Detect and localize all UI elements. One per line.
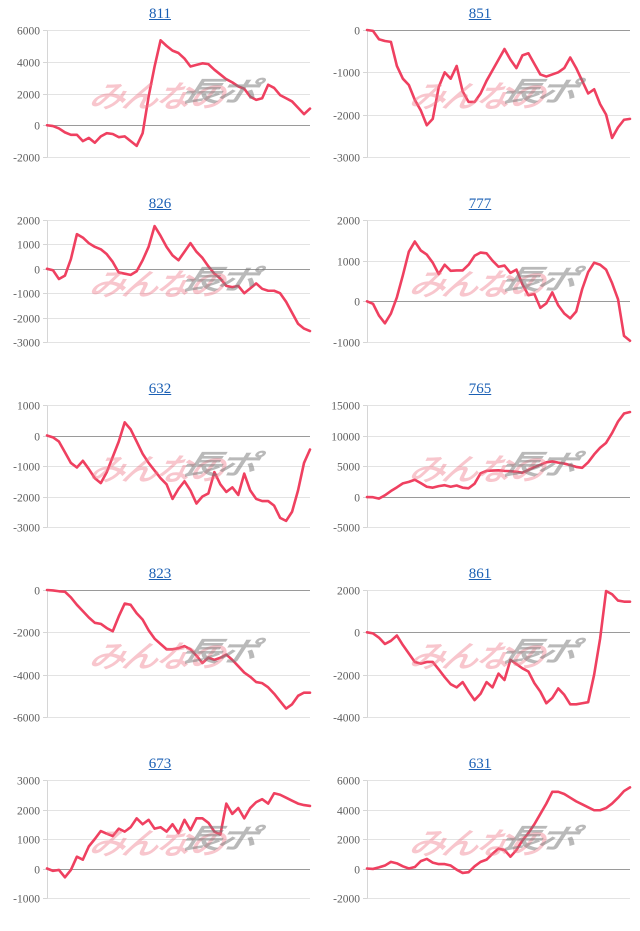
chart-cell-823: 823 -6000 -4000 -2000 0 みんなの 長ポ (0, 560, 320, 750)
y-tick-label: -2000 (13, 628, 40, 640)
y-tick-label: -1000 (13, 894, 40, 906)
y-tick-label: 2000 (17, 90, 40, 102)
chart-cell-826: 826 -3000 -2000 -1000 0 1000 2000 みんなの 長ポ (0, 190, 320, 375)
y-tick-label: 10000 (331, 432, 360, 444)
chart-plot: -4000 -2000 0 2000 (333, 586, 632, 725)
y-tick-label: 0 (34, 121, 40, 133)
chart-cell-851: 851 -3000 -2000 -1000 0 みんなの 長ポ (320, 0, 640, 190)
y-tick-label: -2000 (13, 493, 40, 505)
y-tick-label: 15000 (331, 401, 360, 413)
y-tick-label: 0 (354, 26, 360, 38)
chart-plot: -2000 0 2000 4000 6000 (333, 776, 632, 906)
y-tick-label: -2000 (13, 153, 40, 165)
chart-plot: -3000 -2000 -1000 0 1000 (13, 401, 312, 535)
chart-plot: -6000 -4000 -2000 0 (13, 586, 312, 725)
chart-title-link[interactable]: 826 (148, 196, 172, 212)
y-tick-label: 0 (34, 865, 40, 877)
chart-plot: -1000 0 1000 2000 (333, 216, 632, 350)
chart-plot: -2000 0 2000 4000 6000 (13, 26, 312, 165)
chart-plot: -3000 -2000 -1000 0 (333, 26, 632, 165)
y-tick-label: 6000 (337, 776, 360, 788)
chart-cell-861: 861 -4000 -2000 0 2000 みんなの 長ポ (320, 560, 640, 750)
chart-title-link[interactable]: 811 (149, 6, 171, 22)
y-tick-label: -1000 (333, 338, 360, 350)
y-tick-label: 1000 (17, 835, 40, 847)
y-tick-label: 2000 (17, 806, 40, 818)
data-series-line (45, 224, 312, 333)
y-tick-label: -4000 (333, 713, 360, 725)
y-tick-label: 2000 (337, 586, 360, 598)
y-tick-label: 2000 (337, 835, 360, 847)
y-tick-label: -1000 (13, 462, 40, 474)
chart-title-link[interactable]: 765 (468, 381, 492, 397)
chart-plot: -3000 -2000 -1000 0 1000 2000 (13, 216, 312, 350)
y-tick-label: 0 (34, 586, 40, 598)
y-tick-label: 2000 (17, 216, 40, 228)
y-tick-label: 4000 (17, 58, 40, 70)
y-tick-label: -1000 (333, 68, 360, 80)
y-tick-label: 1000 (337, 257, 360, 269)
chart-title-link[interactable]: 631 (468, 756, 492, 772)
y-tick-label: -3000 (13, 523, 40, 535)
chart-cell-765: 765 -5000 0 5000 10000 15000 みんなの 長ポ (320, 375, 640, 560)
chart-title-link[interactable]: 632 (148, 381, 172, 397)
data-series-line (365, 589, 632, 706)
y-tick-label: 0 (354, 865, 360, 877)
chart-cell-811: 811 -2000 0 2000 4000 6000 みんなの 長ポ (0, 0, 320, 190)
y-tick-label: -5000 (333, 523, 360, 535)
chart-title-link[interactable]: 777 (468, 196, 492, 212)
y-tick-label: -4000 (13, 671, 40, 683)
chart-plot: -1000 0 1000 2000 3000 (13, 776, 312, 906)
chart-title-link[interactable]: 851 (468, 6, 492, 22)
y-tick-label: 4000 (337, 806, 360, 818)
y-tick-label: -3000 (13, 338, 40, 350)
data-series-line (365, 786, 632, 875)
chart-plot: -5000 0 5000 10000 15000 (331, 401, 632, 535)
y-tick-label: -2000 (333, 671, 360, 683)
data-series-line (45, 791, 312, 879)
y-tick-label: 0 (354, 297, 360, 309)
y-tick-label: 1000 (17, 240, 40, 252)
y-tick-label: 3000 (17, 776, 40, 788)
y-tick-label: -3000 (333, 153, 360, 165)
data-series-line (45, 421, 312, 523)
data-series-line (365, 240, 632, 343)
y-tick-label: 0 (354, 628, 360, 640)
data-series-line (365, 28, 632, 140)
chart-cell-632: 632 -3000 -2000 -1000 0 1000 みんなの 長ポ (0, 375, 320, 560)
y-tick-label: -1000 (13, 289, 40, 301)
y-tick-label: 5000 (337, 462, 360, 474)
y-tick-label: 0 (34, 265, 40, 277)
y-tick-label: 2000 (337, 216, 360, 228)
chart-title-link[interactable]: 673 (148, 756, 172, 772)
y-tick-label: -2000 (13, 314, 40, 326)
y-tick-label: 0 (354, 493, 360, 505)
chart-title-link[interactable]: 861 (468, 566, 492, 582)
chart-cell-631: 631 -2000 0 2000 4000 6000 みんなの 長ポ (320, 750, 640, 931)
y-tick-label: -2000 (333, 111, 360, 123)
y-tick-label: -6000 (13, 713, 40, 725)
data-series-line (45, 588, 312, 710)
y-tick-label: -2000 (333, 894, 360, 906)
y-tick-label: 1000 (17, 401, 40, 413)
chart-cell-777: 777 -1000 0 1000 2000 みんなの 長ポ (320, 190, 640, 375)
data-series-line (45, 39, 312, 148)
y-tick-label: 0 (34, 432, 40, 444)
chart-title-link[interactable]: 823 (148, 566, 172, 582)
chart-cell-673: 673 -1000 0 1000 2000 3000 みんなの 長ポ (0, 750, 320, 931)
data-series-line (365, 410, 632, 500)
y-tick-label: 6000 (17, 26, 40, 38)
